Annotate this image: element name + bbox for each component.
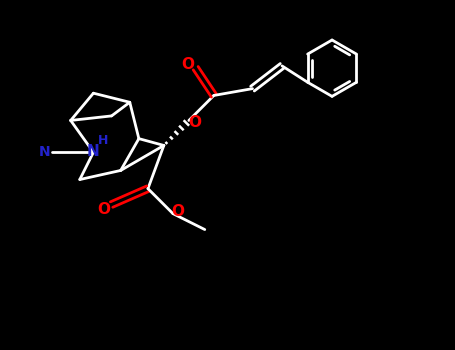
Text: O: O xyxy=(181,57,194,72)
Text: N: N xyxy=(39,145,50,159)
Text: N: N xyxy=(87,144,100,159)
Text: O: O xyxy=(97,202,110,217)
Text: H: H xyxy=(98,133,109,147)
Text: O: O xyxy=(188,115,201,130)
Text: O: O xyxy=(171,204,184,219)
